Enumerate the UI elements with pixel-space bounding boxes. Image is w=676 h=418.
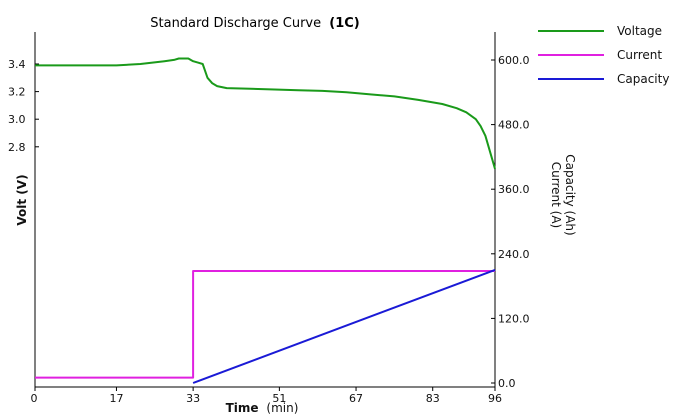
y-right-tick-label: 240.0 [498, 248, 530, 261]
series-layer [35, 57, 496, 384]
legend-label-capacity: Capacity [617, 72, 669, 86]
legend-label-voltage: Voltage [617, 24, 662, 38]
axes-layer: 0 17 33 51 67 83 96 2.8 3.0 3.2 3.4 0.0 120.0 240.0 36… [8, 32, 530, 405]
x-tick-label: 0 [31, 392, 38, 405]
x-axis-title-unit: (min) [266, 401, 298, 415]
x-tick-label: 83 [426, 392, 440, 405]
chart-title: Standard Discharge Curve (1C) [150, 16, 359, 31]
series-line-voltage [35, 57, 496, 170]
y-right-tick-label: 360.0 [498, 183, 530, 196]
series-line-current [35, 270, 495, 379]
series-line-capacity [192, 268, 496, 384]
y-right-tick-label: 600.0 [498, 54, 530, 67]
y-left-tick-label: 3.2 [8, 86, 26, 99]
y-left-tick-label: 3.4 [8, 58, 26, 71]
y-left-tick-label: 3.0 [8, 113, 26, 126]
chart-legend: Voltage Current Capacity [538, 24, 669, 86]
x-tick-label: 51 [272, 392, 286, 405]
y-right-axis-title-capacity: Capacity (Ah) [563, 154, 577, 235]
x-tick-label: 17 [109, 392, 123, 405]
y-left-tick-label: 2.8 [8, 141, 26, 154]
y-right-tick-label: 480.0 [498, 119, 530, 132]
y-right-axis-title-current: Current (A) [549, 162, 563, 228]
legend-label-current: Current [617, 48, 662, 62]
x-tick-label: 96 [488, 392, 502, 405]
y-right-tick-label: 0.0 [498, 377, 516, 390]
chart-title-emphasis: (1C) [329, 16, 359, 31]
x-axis-title-main: Time [226, 401, 259, 415]
x-tick-label: 67 [349, 392, 363, 405]
x-tick-label: 33 [186, 392, 200, 405]
y-right-tick-label: 120.0 [498, 312, 530, 325]
chart-title-main: Standard Discharge Curve [150, 16, 321, 31]
y-left-axis-title: Volt (V) [15, 174, 29, 225]
x-axis-title: Time (min) [226, 401, 299, 415]
